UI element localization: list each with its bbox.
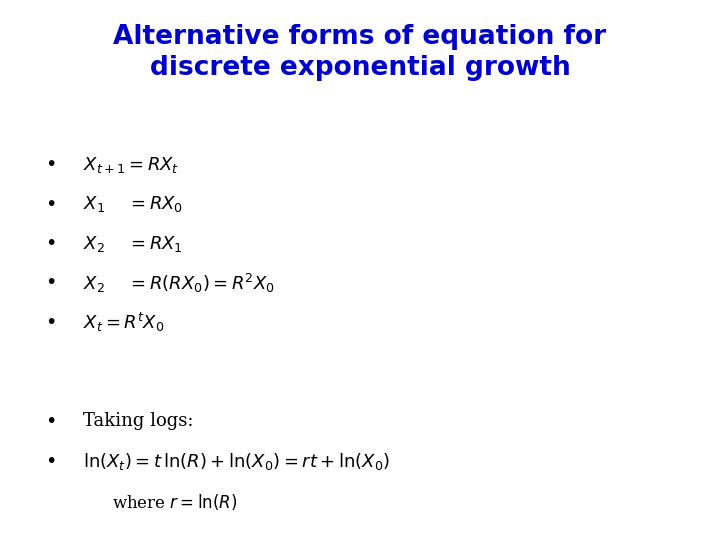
Text: Alternative forms of equation for
discrete exponential growth: Alternative forms of equation for discre… — [114, 24, 606, 82]
Text: •: • — [45, 234, 56, 253]
Text: $X_2 \quad\; = RX_1$: $X_2 \quad\; = RX_1$ — [83, 233, 183, 254]
Text: $X_{t+1} = RX_t$: $X_{t+1} = RX_t$ — [83, 154, 179, 175]
Text: •: • — [45, 194, 56, 214]
Text: •: • — [45, 411, 56, 431]
Text: where $r = \ln(R)$: where $r = \ln(R)$ — [112, 492, 237, 512]
Text: Taking logs:: Taking logs: — [83, 412, 193, 430]
Text: $\ln(X_t) = t\,\ln(R) + \ln(X_0) = rt + \ln(X_0)$: $\ln(X_t) = t\,\ln(R) + \ln(X_0) = rt + … — [83, 451, 390, 472]
Text: •: • — [45, 452, 56, 471]
Text: •: • — [45, 273, 56, 293]
Text: $X_2 \quad\; = R(RX_0) = R^2X_0$: $X_2 \quad\; = R(RX_0) = R^2X_0$ — [83, 272, 275, 294]
Text: •: • — [45, 313, 56, 332]
Text: $X_1 \quad\; = RX_0$: $X_1 \quad\; = RX_0$ — [83, 194, 183, 214]
Text: $X_t = R^t X_0$: $X_t = R^t X_0$ — [83, 311, 164, 334]
Text: •: • — [45, 155, 56, 174]
